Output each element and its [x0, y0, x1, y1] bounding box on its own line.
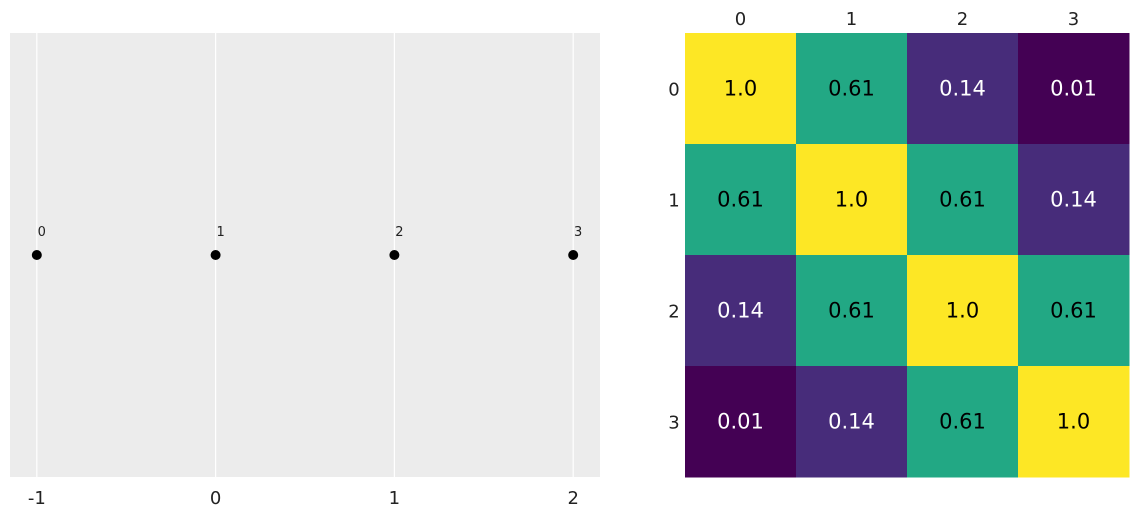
- heatmap-row-labels: 0 1 2 3: [668, 80, 679, 434]
- heatmap-cell: [1018, 255, 1130, 367]
- heatmap-row-label: 3: [668, 413, 679, 434]
- scatter-plot-background: [10, 33, 600, 477]
- heatmap-row-label: 2: [668, 302, 679, 323]
- heatmap-cell: [1018, 33, 1130, 145]
- scatter-point: [389, 250, 400, 260]
- point-label: 0: [38, 225, 46, 240]
- heatmap-cell-label: 1.0: [1057, 410, 1090, 434]
- heatmap-cell-label: 0.14: [939, 77, 986, 101]
- heatmap-cell-label: 0.14: [717, 299, 764, 323]
- heatmap-cell: [685, 366, 797, 478]
- heatmap-cell-label: 0.14: [1050, 188, 1097, 212]
- heatmap-row-label: 0: [668, 80, 679, 101]
- heatmap-cell: [907, 144, 1019, 256]
- x-tick-label: 2: [567, 488, 578, 509]
- heatmap-cell: [907, 366, 1019, 478]
- x-tick-label: 1: [389, 488, 400, 509]
- heatmap-cells: 1.0 0.61 0.14 0.01 0.61 1.0 0.61 0.14 0.14 0.61 1.…: [685, 33, 1130, 478]
- point-label: 2: [395, 225, 403, 240]
- heatmap-cell-label: 0.61: [717, 188, 764, 212]
- heatmap-cell: [796, 144, 908, 256]
- heatmap-column-label: 2: [957, 9, 968, 30]
- heatmap-cell: [685, 255, 797, 367]
- scatter-x-tick-labels: -1 0 1 2: [28, 488, 579, 509]
- heatmap-cell-label: 0.61: [1050, 299, 1097, 323]
- heatmap-column-label: 3: [1068, 9, 1079, 30]
- heatmap-cell: [685, 33, 797, 145]
- heatmap-cell-label: 0.61: [939, 410, 986, 434]
- heatmap-cell-label: 1.0: [724, 77, 757, 101]
- heatmap-cell: [685, 144, 797, 256]
- scatter-points: 0 1 2 3: [31, 225, 582, 260]
- scatter-point: [210, 250, 221, 260]
- heatmap-cell: [907, 255, 1019, 367]
- heatmap-cell-label: 0.01: [1050, 77, 1097, 101]
- heatmap-cell-label: 0.01: [717, 410, 764, 434]
- heatmap-panel: 1.0 0.61 0.14 0.01 0.61 1.0 0.61 0.14 0.14 0.61 1.…: [668, 9, 1130, 478]
- heatmap-column-label: 0: [735, 9, 746, 30]
- heatmap-cell-label: 0.61: [828, 77, 875, 101]
- heatmap-row-label: 1: [668, 191, 679, 212]
- scatter-point: [31, 250, 42, 260]
- heatmap-cell-label: 1.0: [946, 299, 979, 323]
- heatmap-column-labels: 0 1 2 3: [735, 9, 1079, 30]
- heatmap-cell: [796, 255, 908, 367]
- heatmap-cell: [796, 33, 908, 145]
- point-label: 1: [216, 225, 224, 240]
- heatmap-cell: [907, 33, 1019, 145]
- heatmap-cell: [1018, 366, 1130, 478]
- x-tick-label: -1: [28, 488, 46, 509]
- x-tick-label: 0: [210, 488, 221, 509]
- heatmap-cell-label: 0.61: [828, 299, 875, 323]
- heatmap-cell-label: 1.0: [835, 188, 868, 212]
- point-label: 3: [574, 225, 582, 240]
- heatmap-cell-label: 0.61: [939, 188, 986, 212]
- heatmap-cell: [796, 366, 908, 478]
- heatmap-cell-label: 0.14: [828, 410, 875, 434]
- heatmap-column-label: 1: [846, 9, 857, 30]
- heatmap-cell: [1018, 144, 1130, 256]
- scatter-panel: 0 1 2 3 -1 0 1 2: [10, 33, 600, 509]
- scatter-point: [568, 250, 579, 260]
